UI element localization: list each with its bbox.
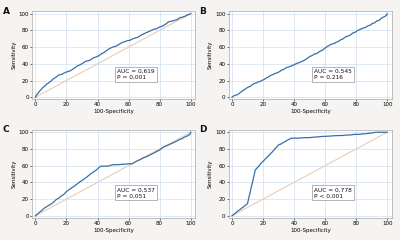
X-axis label: 100-Specificity: 100-Specificity [94, 109, 134, 114]
X-axis label: 100-Specificity: 100-Specificity [290, 109, 331, 114]
Text: B: B [200, 7, 206, 16]
Y-axis label: Sensitivity: Sensitivity [11, 159, 16, 188]
X-axis label: 100-Specificity: 100-Specificity [94, 228, 134, 233]
Text: AUC = 0,619
P = 0,001: AUC = 0,619 P = 0,001 [117, 69, 155, 80]
Text: AUC = 0,537
P = 0,051: AUC = 0,537 P = 0,051 [117, 187, 155, 198]
X-axis label: 100-Specificity: 100-Specificity [290, 228, 331, 233]
Text: D: D [200, 125, 207, 134]
Text: A: A [3, 7, 10, 16]
Text: AUC = 0,778
P < 0,001: AUC = 0,778 P < 0,001 [314, 187, 352, 198]
Y-axis label: Sensitivity: Sensitivity [11, 41, 16, 69]
Y-axis label: Sensitivity: Sensitivity [208, 41, 213, 69]
Text: AUC = 0,545
P = 0,216: AUC = 0,545 P = 0,216 [314, 69, 352, 80]
Y-axis label: Sensitivity: Sensitivity [208, 159, 213, 188]
Text: C: C [3, 125, 10, 134]
